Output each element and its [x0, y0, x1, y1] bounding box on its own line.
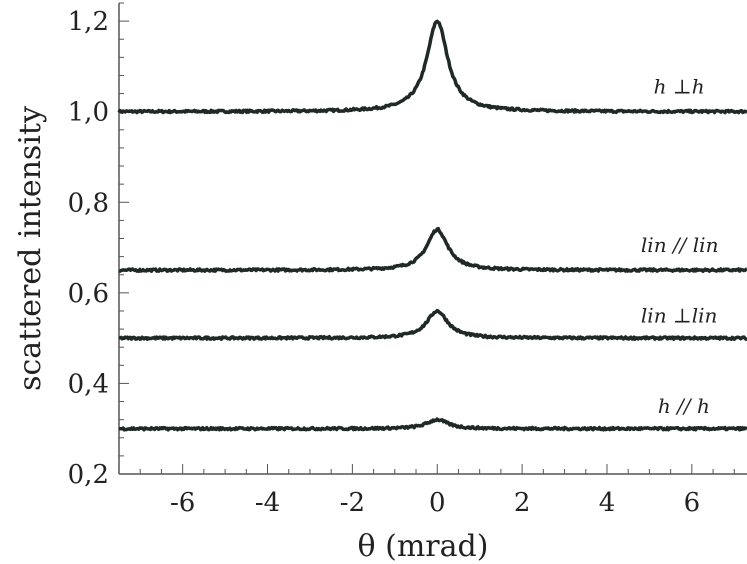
- series-labels: h ⊥h lin // lin lin ⊥lin h // h: [641, 75, 719, 418]
- series-label-0: h ⊥h: [654, 75, 705, 99]
- series-label-2: lin ⊥lin: [641, 303, 718, 327]
- x-tick-label: 6: [684, 488, 701, 518]
- y-tick-label: 0,6: [68, 279, 109, 309]
- series-line-3: [118, 417, 747, 432]
- y-tick-label: 0,2: [68, 460, 109, 490]
- x-axis: -6 -4 -2 0 2 4 6: [118, 464, 735, 518]
- series-label-3: h // h: [658, 394, 710, 418]
- y-tick-label: 0,4: [68, 369, 109, 399]
- y-axis-title: scattered intensity: [13, 106, 48, 391]
- x-tick-label: 4: [599, 488, 616, 518]
- y-tick-label: 0,8: [68, 188, 109, 218]
- x-axis-title: θ (mrad): [358, 529, 489, 564]
- series-label-1: lin // lin: [641, 233, 719, 257]
- y-axis: 0,2 0,4 0,6 0,8 1,0 1,2: [68, 2, 129, 490]
- x-tick-label: 0: [429, 488, 446, 518]
- y-tick-label: 1,0: [68, 98, 109, 128]
- series-line-2: [118, 308, 747, 341]
- x-tick-label: 2: [514, 488, 531, 518]
- series-line-0: [117, 19, 747, 115]
- x-tick-label: -2: [340, 488, 365, 518]
- series-line-1: [118, 226, 747, 273]
- x-tick-label: -6: [170, 488, 195, 518]
- y-tick-label: 1,2: [68, 7, 109, 37]
- series-lines: [117, 19, 747, 432]
- x-tick-label: -4: [255, 488, 280, 518]
